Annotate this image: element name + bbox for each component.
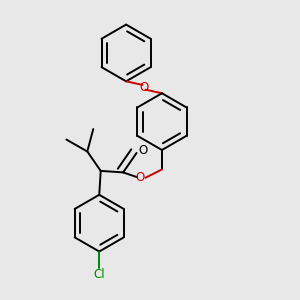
Text: Cl: Cl [93, 268, 105, 281]
Text: O: O [139, 144, 148, 157]
Text: O: O [140, 81, 149, 94]
Text: O: O [136, 171, 145, 184]
